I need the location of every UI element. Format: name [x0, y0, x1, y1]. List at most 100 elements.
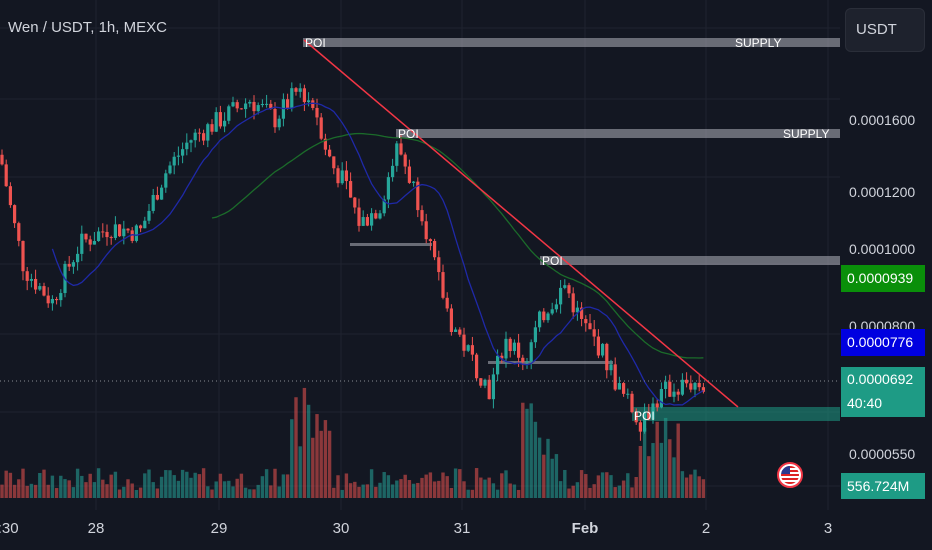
candle-body — [634, 412, 638, 423]
volume-bar — [584, 474, 588, 498]
volume-bar — [311, 437, 315, 498]
volume-bar — [554, 454, 559, 498]
volume-bar — [185, 471, 189, 498]
volume-bar — [609, 475, 613, 498]
volume-bar — [697, 476, 701, 498]
volume-bar — [613, 487, 617, 498]
candle-body — [538, 311, 542, 328]
volume-bar — [222, 481, 227, 498]
candle-body — [399, 143, 403, 155]
volume-bar — [235, 478, 239, 498]
candle-body — [164, 173, 168, 188]
volume-bar — [92, 482, 97, 498]
candle-body — [38, 286, 42, 290]
candle-body — [185, 142, 189, 150]
candle-body — [67, 263, 71, 267]
candle-body — [17, 223, 21, 241]
candle-body — [554, 304, 558, 310]
candle-body — [517, 342, 521, 358]
volume-bar — [399, 479, 403, 498]
candle-body — [424, 221, 428, 240]
volume-bar — [428, 472, 433, 498]
candle-body — [613, 364, 617, 390]
volume-bar — [693, 469, 697, 498]
candle-body — [340, 170, 344, 184]
volume-bar — [134, 489, 139, 498]
candle-body — [134, 225, 138, 241]
candle-body — [277, 118, 281, 128]
volume-bar — [138, 487, 143, 498]
grid-lines — [0, 0, 840, 510]
volume-bar — [151, 482, 155, 498]
volume-bar — [243, 487, 248, 498]
candle-body — [361, 217, 365, 226]
candle-body — [693, 382, 697, 390]
candle-body — [126, 228, 130, 231]
poi-label: POI — [542, 254, 563, 268]
candle-body — [391, 165, 395, 178]
candle-body — [105, 231, 109, 238]
volume-bar — [621, 480, 626, 498]
candle-body — [357, 207, 361, 226]
candle-body — [130, 230, 134, 241]
volume-bar — [193, 472, 197, 498]
volume-bar — [605, 472, 609, 498]
volume-bar — [281, 474, 286, 498]
poi-zone[interactable] — [396, 129, 840, 138]
candle-body — [563, 285, 567, 288]
volume-bar — [168, 470, 172, 498]
poi-zone[interactable] — [303, 38, 840, 47]
candle-body — [412, 181, 416, 183]
candle-body — [76, 253, 80, 263]
volume-bar — [466, 489, 470, 498]
candle-body — [323, 138, 327, 150]
volume-bar — [483, 479, 487, 498]
trend-line[interactable] — [303, 39, 739, 408]
candle-body — [252, 101, 256, 112]
volume-bar — [369, 469, 374, 498]
volume-bar — [516, 489, 521, 498]
volume-bar — [374, 486, 378, 498]
currency-button[interactable]: USDT — [845, 8, 925, 52]
volume-bar — [344, 473, 349, 498]
poi-label: POI — [634, 409, 655, 423]
candle-body — [462, 334, 466, 351]
poi-zone[interactable] — [632, 407, 840, 421]
candle-body — [458, 329, 462, 335]
volume-bar — [491, 483, 496, 498]
candle-body — [533, 327, 537, 343]
volume-bar — [155, 488, 160, 498]
volume-bar — [277, 486, 281, 498]
volume-bar — [105, 484, 109, 498]
volume-bar — [340, 489, 344, 498]
candle-body — [382, 199, 386, 214]
volume-bar — [25, 485, 29, 498]
candle-body — [193, 132, 197, 141]
time-tick: 28 — [88, 520, 105, 537]
volume-bar — [4, 470, 8, 498]
candle-body — [168, 165, 172, 174]
candle-body — [189, 140, 193, 143]
poi-zone[interactable] — [540, 256, 840, 265]
us-flag-icon[interactable] — [777, 462, 803, 488]
candle-body — [655, 403, 659, 408]
candle-body — [441, 272, 445, 298]
volume-bar — [558, 481, 563, 498]
candle-body — [386, 177, 390, 200]
candle-body — [273, 108, 277, 128]
volume-bar — [563, 469, 567, 498]
candle-body — [605, 343, 609, 371]
volume-bar — [470, 489, 475, 498]
supply-label: SUPPLY — [783, 127, 829, 141]
volume-bar — [302, 387, 307, 498]
candle-body — [378, 213, 382, 219]
volume-bar — [176, 480, 181, 498]
volume-bar — [273, 468, 277, 498]
volume-bar — [21, 468, 25, 498]
volume-bar — [403, 474, 407, 498]
support-line — [350, 243, 432, 246]
volume-bar — [462, 481, 466, 498]
volume-bar — [500, 473, 504, 498]
candle-body — [265, 103, 269, 105]
